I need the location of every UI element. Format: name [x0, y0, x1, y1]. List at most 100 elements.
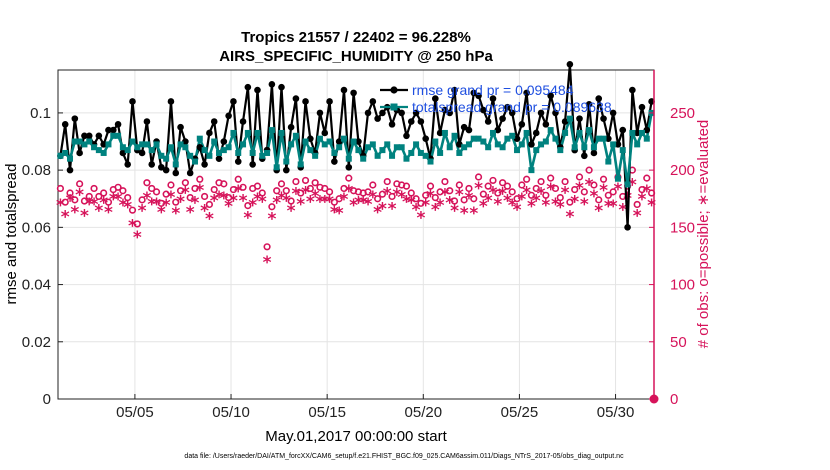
obs-evaluated-marker: *: [162, 196, 171, 216]
obs-evaluated-marker: *: [455, 186, 464, 206]
obs-evaluated-marker: *: [513, 201, 522, 221]
rmse-point: [340, 86, 348, 94]
obs-possible-marker: [330, 198, 338, 206]
obs-possible-marker: [450, 197, 459, 205]
y-axis-right: 0 50 100 150 200 250: [649, 70, 695, 408]
obs-possible-marker: [470, 195, 478, 203]
obs-evaluated-marker: *: [585, 175, 594, 195]
obs-possible-marker: [321, 184, 329, 193]
rmse-point: [513, 135, 521, 142]
rmse-point: [581, 152, 588, 160]
obs-evaluated-marker: *: [614, 180, 623, 200]
obs-possible-marker: [61, 198, 69, 206]
obs-evaluated-marker: *: [118, 196, 127, 216]
totalspread-point: [134, 144, 141, 151]
rmse-point: [379, 109, 386, 117]
rmse-point: [331, 158, 338, 165]
obs-possible-marker: [412, 195, 420, 203]
obs-evaluated-marker: *: [364, 195, 373, 215]
totalspread-point: [177, 141, 184, 148]
totalspread-point: [360, 155, 367, 162]
rmse-point: [436, 129, 444, 137]
totalspread-point: [398, 144, 405, 151]
totalspread-point: [340, 135, 347, 142]
obs-possible-marker: [80, 197, 89, 205]
obs-evaluated-marker: *: [541, 196, 550, 216]
totalspread-point: [331, 149, 338, 156]
totalspread-point: [254, 129, 261, 136]
legend-rmse-label: rmse grand pr = 0.095484: [412, 82, 574, 98]
obs-evaluated-marker: *: [287, 202, 296, 222]
obs-evaluated-marker: *: [128, 217, 137, 237]
obs-evaluated-marker: *: [407, 194, 416, 214]
obs-evaluated-marker: *: [75, 186, 84, 206]
obs-possible-marker: [479, 190, 487, 198]
rmse-point: [585, 101, 593, 108]
totalspread-point: [302, 138, 309, 145]
obs-possible-marker: [465, 184, 473, 193]
obs-evaluated-marker: *: [599, 181, 608, 201]
obs-possible-marker: [441, 177, 449, 186]
obs-evaluated-marker: *: [138, 202, 147, 222]
obs-evaluated-marker: *: [142, 189, 151, 209]
obs-evaluated-marker: *: [253, 190, 262, 210]
obs-possible-marker: [104, 198, 113, 206]
obs-evaluated-marker: *: [493, 195, 502, 215]
rmse-point: [124, 161, 131, 168]
rmse-point: [81, 132, 88, 140]
obs-possible-marker: [176, 187, 185, 195]
rmse-point: [244, 83, 252, 91]
y-tick-label: 0.04: [22, 277, 51, 294]
rmse-point: [148, 161, 156, 168]
obs-evaluated-marker: *: [354, 194, 363, 214]
obs-evaluated-marker: *: [205, 210, 214, 230]
obs-evaluated-marker: *: [224, 197, 233, 217]
obs-possible-marker: [148, 184, 156, 193]
rmse-point: [316, 109, 324, 117]
y2-tick-label: 250: [670, 105, 695, 122]
rmse-point: [407, 118, 415, 125]
obs-evaluated-marker: *: [445, 194, 454, 214]
obs-possible-marker: [263, 243, 271, 251]
y2-tick-label: 0: [670, 391, 678, 408]
rmse-point: [590, 149, 598, 157]
x-tick-label: 05/25: [501, 404, 539, 421]
rmse-point: [648, 98, 655, 105]
obs-possible-marker: [220, 180, 228, 188]
rmse-point: [451, 86, 458, 94]
obs-possible-marker: [287, 197, 295, 205]
totalspread-point: [629, 129, 636, 136]
totalspread-point: [172, 161, 179, 168]
totalspread-point: [288, 141, 295, 148]
legend: rmse grand pr = 0.095484 totalspread gra…: [380, 82, 612, 115]
obs-possible-marker: [200, 192, 209, 201]
obs-possible-marker: [503, 182, 512, 190]
obs-possible-marker: [124, 193, 132, 202]
totalspread-point: [129, 138, 136, 145]
obs-possible-marker: [609, 188, 617, 196]
totalspread-point: [518, 141, 525, 148]
totalspread-point: [105, 141, 112, 148]
rmse-point: [182, 138, 189, 145]
totalspread-point: [605, 158, 612, 165]
totalspread-point: [326, 138, 333, 145]
obs-possible-marker: [484, 182, 492, 190]
totalspread-point: [350, 138, 357, 145]
obs-evaluated-marker: *: [70, 203, 79, 223]
obs-evaluated-marker: *: [80, 206, 89, 226]
totalspread-point: [509, 132, 516, 139]
obs-possible-marker: [56, 184, 65, 193]
obs-possible-marker: [297, 189, 305, 197]
obs-possible-marker: [268, 203, 276, 211]
totalspread-point: [336, 144, 343, 151]
obs-possible-marker: [138, 196, 146, 204]
rmse-point: [523, 89, 530, 97]
rmse-point: [470, 89, 478, 97]
totalspread-point: [259, 152, 266, 159]
totalspread-point: [139, 141, 146, 148]
obs-evaluated-marker: *: [277, 189, 286, 209]
totalspread-point: [321, 141, 328, 148]
obs-possible-marker: [229, 185, 238, 194]
totalspread-point: [427, 158, 434, 165]
obs-evaluated-marker: *: [556, 198, 565, 218]
